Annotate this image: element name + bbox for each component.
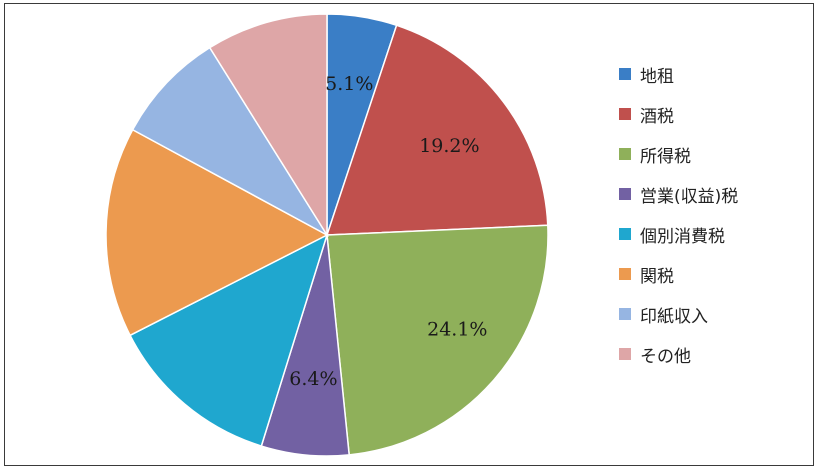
legend-item-shuzei: 酒税 <box>619 104 674 127</box>
slice-data-label: 24.1% <box>427 318 487 340</box>
slice-data-label: 6.4% <box>289 368 337 390</box>
legend-item-shotokuzei: 所得税 <box>619 144 691 167</box>
legend-label: その他 <box>640 346 691 367</box>
legend-swatch <box>619 268 631 280</box>
pie-slice-5 <box>129 233 329 447</box>
legend-label: 営業(収益)税 <box>640 186 739 207</box>
pie-slice-8 <box>208 13 328 238</box>
legend-item-eigyozei: 営業(収益)税 <box>619 184 739 207</box>
pie-slice-3 <box>326 224 549 456</box>
legend-label: 印紙収入 <box>640 306 708 327</box>
pie-slices <box>105 13 549 457</box>
pie-slice-6 <box>105 128 329 337</box>
legend-swatch <box>619 148 631 160</box>
legend-label: 酒税 <box>640 106 674 127</box>
legend-swatch <box>619 108 631 120</box>
legend-swatch <box>619 348 631 360</box>
legend-item-kobetsu-shohizei: 個別消費税 <box>619 224 725 247</box>
legend-item-inshi-shunyu: 印紙収入 <box>619 304 708 327</box>
legend-label: 所得税 <box>640 146 691 167</box>
legend-label: 個別消費税 <box>640 226 725 247</box>
legend-swatch <box>619 308 631 320</box>
pie-slice-7 <box>131 46 330 238</box>
legend-item-sonota: その他 <box>619 344 691 367</box>
pie-slice-labels: 5.1% 19.2% 24.1% 6.4% <box>289 73 487 390</box>
slice-data-label: 5.1% <box>325 73 373 95</box>
legend-label: 地租 <box>640 66 674 87</box>
pie-slice-2 <box>325 24 549 236</box>
slice-data-label: 19.2% <box>419 135 479 157</box>
legend-swatch <box>619 68 631 80</box>
legend-swatch <box>619 228 631 240</box>
legend-item-kanzei: 関税 <box>619 264 674 287</box>
legend-swatch <box>619 188 631 200</box>
legend-item-chiso: 地租 <box>619 64 674 87</box>
legend-label: 関税 <box>640 266 674 287</box>
